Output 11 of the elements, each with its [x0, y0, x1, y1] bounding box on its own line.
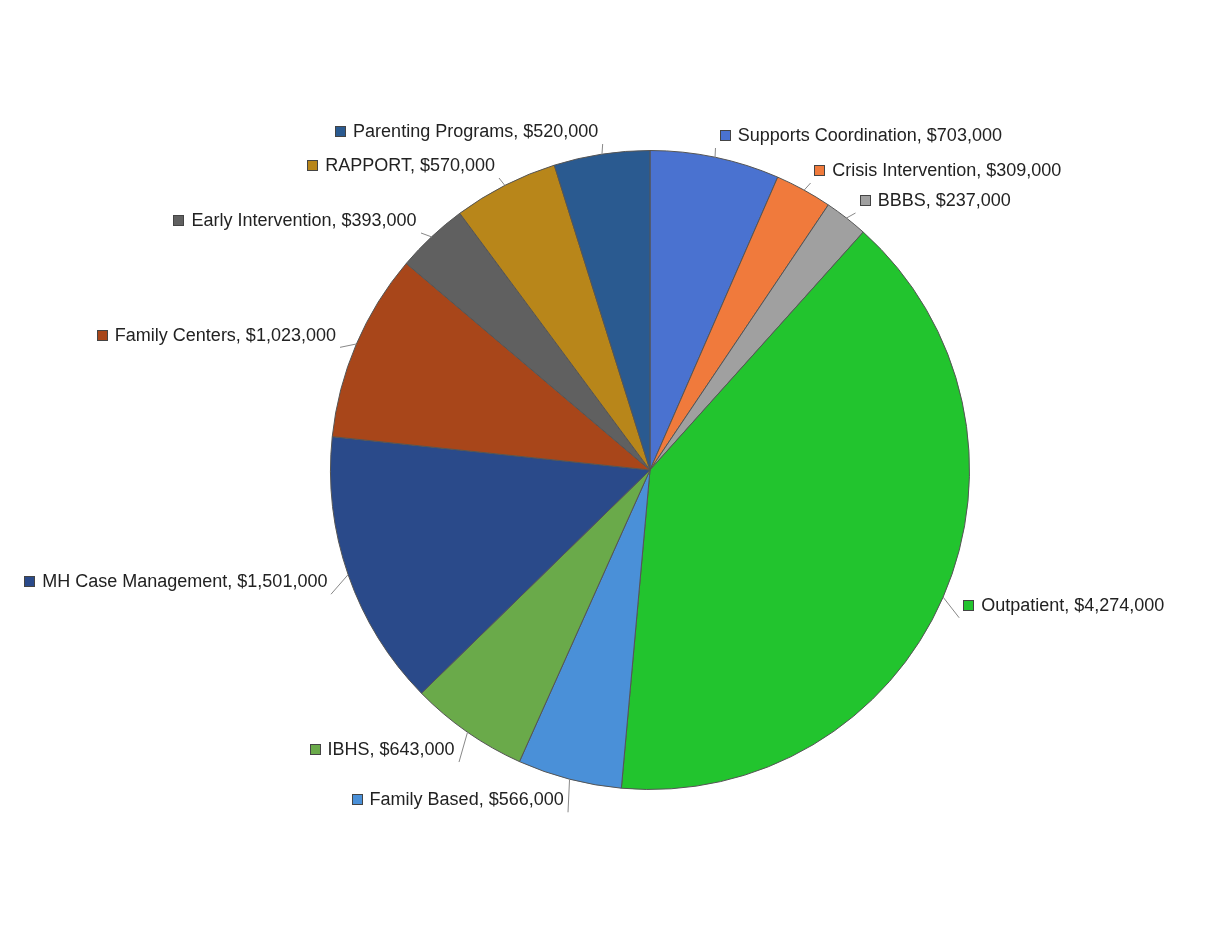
- legend-label: BBBS, $237,000: [877, 189, 1011, 210]
- legend-label: Parenting Programs, $520,000: [353, 121, 599, 142]
- legend-label: Family Based, $566,000: [369, 789, 564, 810]
- legend-label: IBHS, $643,000: [327, 739, 455, 760]
- legend-label: Early Intervention, $393,000: [191, 209, 417, 230]
- legend-label: Crisis Intervention, $309,000: [832, 159, 1062, 180]
- legend-label: Family Centers, $1,023,000: [114, 324, 336, 345]
- legend-label: Supports Coordination, $703,000: [737, 124, 1002, 145]
- legend-label: RAPPORT, $570,000: [325, 154, 496, 175]
- legend-label: Outpatient, $4,274,000: [981, 595, 1165, 616]
- legend-label: MH Case Management, $1,501,000: [42, 571, 328, 592]
